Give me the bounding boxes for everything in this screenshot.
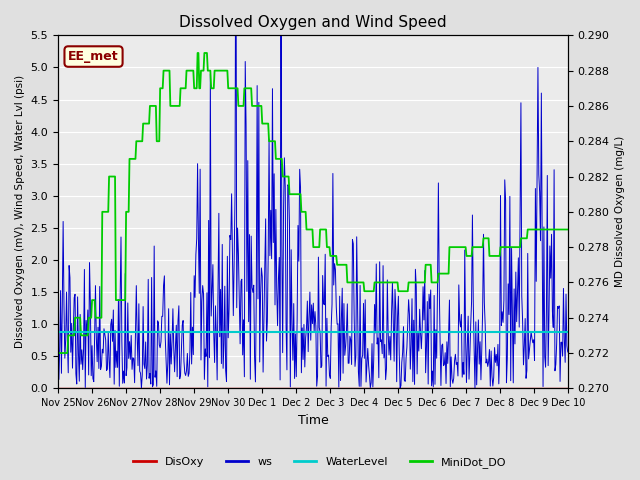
Title: Dissolved Oxygen and Wind Speed: Dissolved Oxygen and Wind Speed bbox=[179, 15, 447, 30]
Y-axis label: MD Dissolved Oxygen (mg/L): MD Dissolved Oxygen (mg/L) bbox=[615, 136, 625, 288]
X-axis label: Time: Time bbox=[298, 414, 328, 427]
Legend: DisOxy, ws, WaterLevel, MiniDot_DO: DisOxy, ws, WaterLevel, MiniDot_DO bbox=[129, 452, 511, 472]
Y-axis label: Dissolved Oxygen (mV), Wind Speed, Water Lvl (psi): Dissolved Oxygen (mV), Wind Speed, Water… bbox=[15, 75, 25, 348]
Text: EE_met: EE_met bbox=[68, 50, 119, 63]
